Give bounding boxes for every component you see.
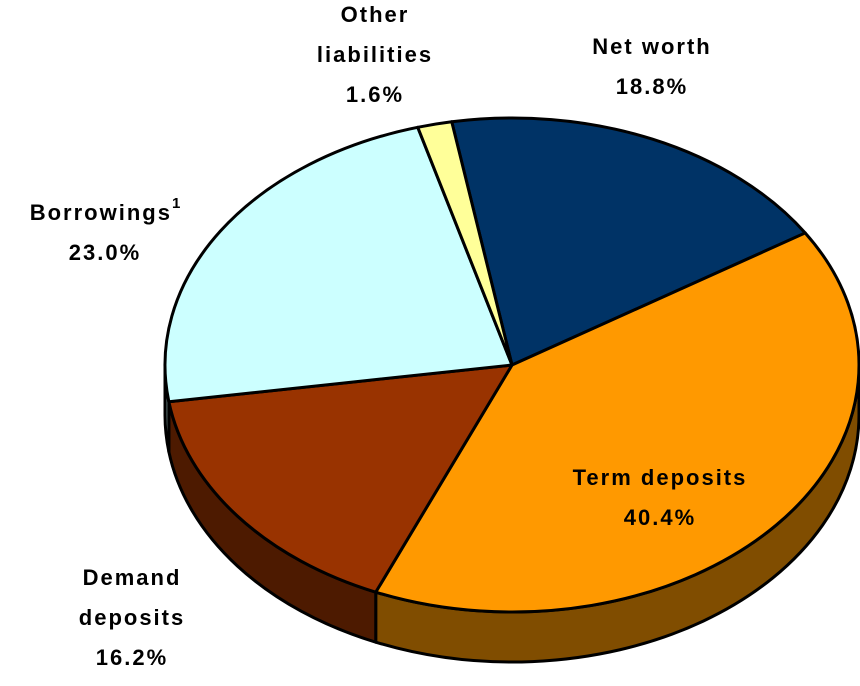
category-text: Borrowings — [29, 200, 172, 225]
value-label: 40.4% — [623, 505, 697, 530]
slice-label: Other liabilities 1.6% — [285, 0, 465, 115]
value-label: 16.2% — [95, 645, 169, 670]
value-label: 18.8% — [615, 74, 689, 99]
slice — [416, 120, 514, 367]
category-name: Demand deposits — [57, 558, 207, 638]
slice — [374, 231, 860, 614]
category-text: Demand deposits — [78, 565, 186, 630]
category-name: Net worth — [552, 27, 752, 67]
category-name: Other liabilities — [285, 0, 465, 75]
slice-label: Demand deposits 16.2% — [57, 558, 207, 678]
slice — [167, 363, 514, 594]
category-text: Term deposits — [572, 465, 748, 490]
value-label: 23.0% — [68, 240, 142, 265]
category-text: Net worth — [592, 34, 712, 59]
footnote-mark: 1 — [171, 194, 181, 212]
value-label: 1.6% — [345, 82, 405, 107]
category-text: Other liabilities — [316, 2, 434, 67]
slice-label: Borrowings1 23.0% — [0, 193, 215, 273]
category-name: Borrowings1 — [0, 193, 215, 233]
slice — [450, 116, 807, 367]
slice — [163, 125, 514, 404]
slice-label: Net worth 18.8% — [552, 27, 752, 107]
category-name: Term deposits — [530, 458, 790, 498]
slice-label: Term deposits 40.4% — [530, 458, 790, 538]
